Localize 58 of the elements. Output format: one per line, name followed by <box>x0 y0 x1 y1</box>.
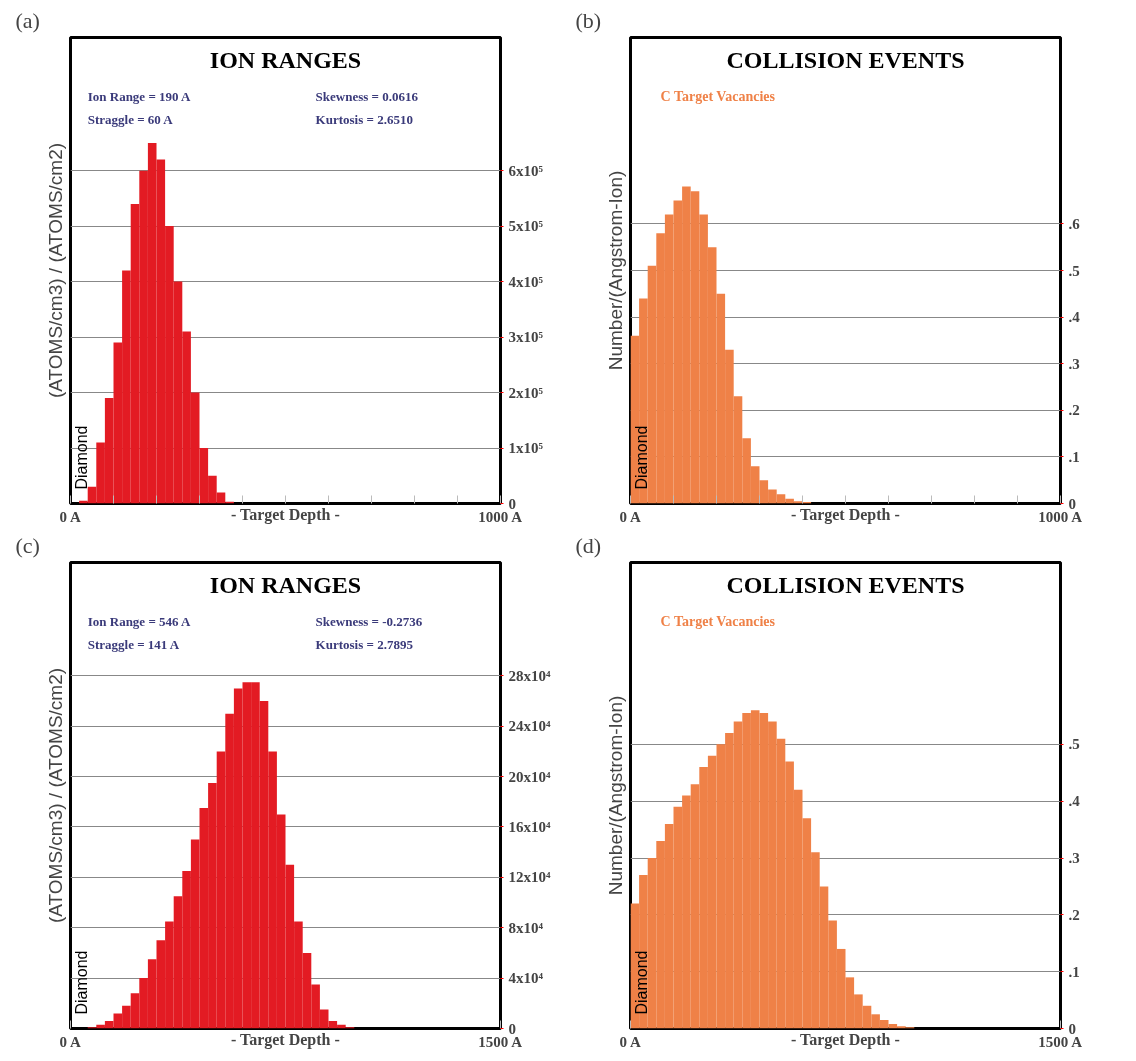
y-tick-label: 1x10⁵ <box>508 440 544 457</box>
y-tick-label: .1 <box>1068 963 1080 980</box>
y-tick-label: .5 <box>1068 262 1080 279</box>
y-tick-label: .2 <box>1068 402 1080 419</box>
annotation: Diamond <box>632 425 650 490</box>
x-axis-title: - Target Depth - <box>790 1030 900 1049</box>
annotation: Kurtosis = 2.7895 <box>315 637 414 653</box>
annotation: Ion Range = 190 A <box>87 88 192 104</box>
y-tick-label: .4 <box>1068 793 1081 810</box>
y-tick-label: 20x10⁴ <box>508 768 551 785</box>
chart-subtitle: (a) <box>15 7 40 33</box>
x-axis-title: - Target Depth - <box>790 505 900 524</box>
annotation: Ion Range = 546 A <box>87 613 192 629</box>
y-tick-label: .4 <box>1068 309 1081 326</box>
y-tick-label: .2 <box>1068 906 1080 923</box>
text: C Target Vacancies <box>660 613 776 629</box>
y-axis-title: Number/(Angstrom-Ion) <box>604 695 626 896</box>
chart-title: ION RANGES <box>209 46 362 73</box>
annotation: Diamond <box>72 950 90 1015</box>
annotation: Straggle = 60 A <box>87 112 174 128</box>
y-tick-label: .6 <box>1068 215 1081 232</box>
y-axis-title: Number/(Angstrom-Ion) <box>604 170 626 371</box>
y-tick-label: 28x10⁴ <box>508 667 551 684</box>
annotation: Skewness = -0.2736 <box>315 613 423 629</box>
x-tick-label: 0 A <box>59 1033 81 1050</box>
y-tick-label: .3 <box>1068 850 1080 867</box>
y-tick-label: 6x10⁵ <box>508 162 544 179</box>
chart-subtitle: (b) <box>575 7 602 33</box>
y-tick-label: 12x10⁴ <box>508 869 551 886</box>
y-tick-label: .3 <box>1068 355 1080 372</box>
y-tick-label: 4x10⁴ <box>508 970 544 987</box>
y-tick-label: 2x10⁵ <box>508 384 544 401</box>
y-axis-title: (ATOMS/cm3) / (ATOMS/cm2) <box>44 667 66 924</box>
chart-subtitle: (c) <box>15 532 40 558</box>
y-tick-label: .1 <box>1068 448 1080 465</box>
y-tick-label: .5 <box>1068 736 1080 753</box>
y-tick-label: 8x10⁴ <box>508 919 544 936</box>
y-tick-label: 5x10⁵ <box>508 218 544 235</box>
text: C Target Vacancies <box>660 88 776 104</box>
chart-title: ION RANGES <box>209 571 362 598</box>
annotation: Skewness = 0.0616 <box>315 88 419 104</box>
annotation: Diamond <box>72 425 90 490</box>
y-axis-title: (ATOMS/cm3) / (ATOMS/cm2) <box>44 142 66 399</box>
annotation: Straggle = 141 A <box>87 637 180 653</box>
x-axis-title: - Target Depth - <box>230 505 340 524</box>
annotation: Kurtosis = 2.6510 <box>315 112 413 128</box>
x-tick-label: 0 A <box>619 508 641 525</box>
chart-title: COLLISION EVENTS <box>726 571 965 598</box>
y-tick-label: 24x10⁴ <box>508 718 551 735</box>
x-tick-label: 0 A <box>619 1033 641 1050</box>
chart-title: COLLISION EVENTS <box>726 46 965 73</box>
x-axis-title: - Target Depth - <box>230 1030 340 1049</box>
x-tick-label: 0 A <box>59 508 81 525</box>
annotation: Diamond <box>632 950 650 1015</box>
y-tick-label: 3x10⁵ <box>508 329 544 346</box>
chart-subtitle: (d) <box>575 532 602 558</box>
y-tick-label: 16x10⁴ <box>508 818 551 835</box>
y-tick-label: 4x10⁵ <box>508 273 544 290</box>
